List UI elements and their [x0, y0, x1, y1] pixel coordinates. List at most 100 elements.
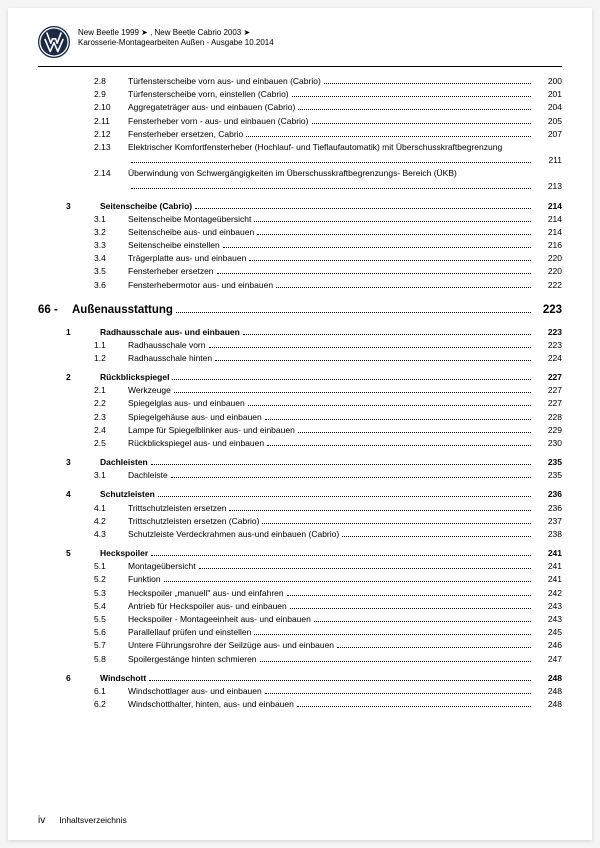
- toc-row: 4.1Trittschutzleisten ersetzen236: [38, 502, 562, 515]
- toc-title-wrap: Rückblickspiegel: [100, 371, 534, 384]
- toc-number: 1.1: [38, 339, 128, 352]
- chapter-number: 66 -: [38, 302, 72, 320]
- toc-number: 3.4: [38, 252, 128, 265]
- toc-dots: [223, 247, 531, 248]
- toc-dots: [158, 496, 531, 497]
- toc-title-wrap: Trittschutzleisten ersetzen: [128, 502, 534, 515]
- toc-dots: [243, 334, 531, 335]
- toc-row: 3.4Trägerplatte aus- und einbauen220: [38, 252, 562, 265]
- toc-title-wrap: Heckspoiler „manuell" aus- und einfahren: [128, 587, 534, 600]
- toc-row: 4.2Trittschutzleisten ersetzen (Cabrio)2…: [38, 515, 562, 528]
- toc-row: 2.11Fensterheber vorn - aus- und einbaue…: [38, 115, 562, 128]
- toc-page: 200: [534, 75, 562, 88]
- toc-title: Dachleiste: [128, 469, 168, 482]
- toc-dots: [314, 621, 531, 622]
- toc-number: 3.3: [38, 239, 128, 252]
- toc-title: Montageübersicht: [128, 560, 196, 573]
- toc-number: 2.3: [38, 411, 128, 424]
- toc-title: Heckspoiler: [100, 547, 148, 560]
- toc-dots: [171, 477, 531, 478]
- toc-row-continuation: 211: [38, 154, 562, 167]
- toc-number: 3.1: [38, 469, 128, 482]
- toc-page: 224: [534, 352, 562, 365]
- toc-number: 2.12: [38, 128, 128, 141]
- toc-title: Windschottlager aus- und einbauen: [128, 685, 262, 698]
- toc-page: 236: [534, 502, 562, 515]
- toc-number: 3.5: [38, 265, 128, 278]
- toc-title: Heckspoiler - Montageeinheit aus- und ei…: [128, 613, 311, 626]
- toc-title: Türfensterscheibe vorn aus- und einbauen…: [128, 75, 321, 88]
- toc-number: 2.9: [38, 88, 128, 101]
- toc-row: 4.3Schutzleiste Verdeckrahmen aus-und ei…: [38, 528, 562, 541]
- toc-title-wrap: Werkzeuge: [128, 384, 534, 397]
- toc-title-wrap: Schutzleisten: [100, 488, 534, 501]
- toc-row: 2.14Überwindung von Schwergängigkeiten i…: [38, 167, 562, 180]
- toc-title-wrap: Elektrischer Komfortfensterheber (Hochla…: [128, 141, 562, 154]
- toc-page: 230: [534, 437, 562, 450]
- toc-row: 3.2Seitenscheibe aus- und einbauen214: [38, 226, 562, 239]
- toc-title: Fensterhebermotor aus- und einbauen: [128, 279, 273, 292]
- toc-title: Aggregateträger aus- und einbauen (Cabri…: [128, 101, 295, 114]
- toc-dots: [287, 595, 531, 596]
- toc-page: 207: [534, 128, 562, 141]
- toc-dots: [297, 706, 531, 707]
- toc-page: 247: [534, 653, 562, 666]
- toc-row: 2.1Werkzeuge227: [38, 384, 562, 397]
- toc-row: 5.6Parallellauf prüfen und einstellen245: [38, 626, 562, 639]
- toc-number: 6.1: [38, 685, 128, 698]
- toc-row: 5.7Untere Führungsrohre der Seilzüge aus…: [38, 639, 562, 652]
- toc-title: Seitenscheibe einstellen: [128, 239, 220, 252]
- toc-dots: [215, 360, 531, 361]
- toc-dots: [176, 312, 531, 313]
- toc-title: Trittschutzleisten ersetzen (Cabrio): [128, 515, 259, 528]
- toc-page: 235: [534, 456, 562, 469]
- toc-page: 205: [534, 115, 562, 128]
- toc-title-wrap: Fensterheber ersetzen, Cabrio: [128, 128, 534, 141]
- toc-chapter: 66 -Außenausstattung223: [38, 302, 562, 320]
- toc-row: 3.1Dachleiste235: [38, 469, 562, 482]
- toc-page: 216: [534, 239, 562, 252]
- toc-dots: [290, 608, 531, 609]
- toc-title-wrap: Spiegelglas aus- und einbauen: [128, 397, 534, 410]
- toc-row: 5.4Antrieb für Heckspoiler aus- und einb…: [38, 600, 562, 613]
- page-header: New Beetle 1999 ➤ , New Beetle Cabrio 20…: [38, 26, 562, 67]
- toc-row: 1.1Radhausschale vorn223: [38, 339, 562, 352]
- toc-dots: [324, 83, 531, 84]
- toc-title: Elektrischer Komfortfensterheber (Hochla…: [128, 142, 502, 152]
- toc-row: 5.1Montageübersicht241: [38, 560, 562, 573]
- toc-page: 248: [534, 672, 562, 685]
- toc-title-wrap: Fensterheber vorn - aus- und einbauen (C…: [128, 115, 534, 128]
- toc-title-wrap: Heckspoiler: [100, 547, 534, 560]
- toc-title: Radhausschale vorn: [128, 339, 206, 352]
- toc-title: Seitenscheibe (Cabrio): [100, 200, 192, 213]
- toc-dots: [254, 221, 531, 222]
- toc-title-wrap: Aggregateträger aus- und einbauen (Cabri…: [128, 101, 534, 114]
- toc-title-wrap: Radhausschale vorn: [128, 339, 534, 352]
- toc-row: 6.1Windschottlager aus- und einbauen248: [38, 685, 562, 698]
- toc-page: 204: [534, 101, 562, 114]
- toc-page: 201: [534, 88, 562, 101]
- toc-title: Radhausschale aus- und einbauen: [100, 326, 240, 339]
- toc-number: 3: [38, 456, 100, 469]
- toc-dots: [265, 419, 531, 420]
- toc-dots: [265, 693, 531, 694]
- toc-title-wrap: Heckspoiler - Montageeinheit aus- und ei…: [128, 613, 534, 626]
- toc-number: 6: [38, 672, 100, 685]
- toc-number: 2.5: [38, 437, 128, 450]
- toc-row: 3.5Fensterheber ersetzen220: [38, 265, 562, 278]
- toc-page: 243: [534, 600, 562, 613]
- toc-title-wrap: Untere Führungsrohre der Seilzüge aus- u…: [128, 639, 534, 652]
- toc-title: Überwindung von Schwergängigkeiten im Üb…: [128, 168, 457, 178]
- toc-title: Radhausschale hinten: [128, 352, 212, 365]
- toc-page: 243: [534, 613, 562, 626]
- toc-dots: [342, 536, 531, 537]
- toc-title: Windschotthalter, hinten, aus- und einba…: [128, 698, 294, 711]
- toc-title: Seitenscheibe aus- und einbauen: [128, 226, 254, 239]
- toc-title-wrap: Rückblickspiegel aus- und einbauen: [128, 437, 534, 450]
- toc-dots: [257, 234, 531, 235]
- toc-row: 5Heckspoiler241: [38, 547, 562, 560]
- toc-page: 227: [534, 384, 562, 397]
- toc-row: 1.2Radhausschale hinten224: [38, 352, 562, 365]
- toc-row: 4Schutzleisten236: [38, 488, 562, 501]
- toc-row: 6.2Windschotthalter, hinten, aus- und ei…: [38, 698, 562, 711]
